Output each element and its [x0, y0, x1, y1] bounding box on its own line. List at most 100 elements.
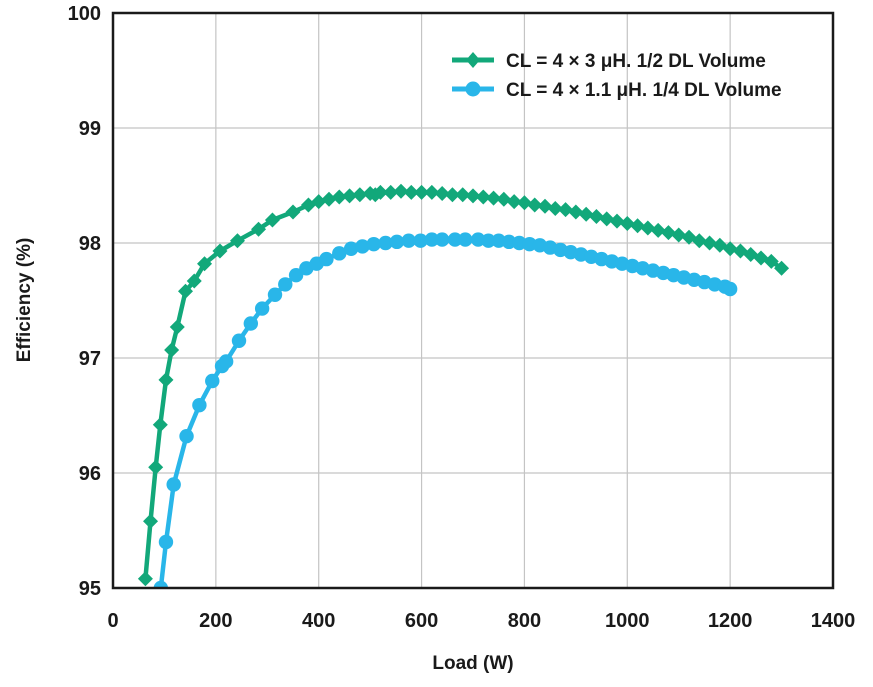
- data-point: [424, 232, 440, 247]
- x-tick-label: 400: [302, 610, 335, 632]
- legend: CL = 4 × 3 μH. 1/2 DL Volume CL = 4 × 1.…: [452, 51, 782, 101]
- data-point: [148, 459, 164, 475]
- data-point: [197, 256, 213, 272]
- data-point: [278, 277, 293, 292]
- data-point: [486, 190, 502, 206]
- data-point: [153, 580, 169, 588]
- data-point: [506, 194, 522, 210]
- data-point: [319, 251, 334, 267]
- y-tick-label: 95: [79, 578, 101, 600]
- y-tick-label: 97: [79, 348, 101, 370]
- data-point: [393, 183, 409, 199]
- data-point: [311, 194, 327, 210]
- data-point: [722, 281, 738, 297]
- data-point: [212, 243, 228, 259]
- data-point: [218, 354, 234, 369]
- legend-entry-series-2: CL = 4 × 1.1 μH. 1/4 DL Volume: [452, 80, 782, 101]
- data-point: [447, 232, 463, 247]
- data-point: [424, 184, 440, 200]
- data-point: [444, 187, 460, 203]
- data-point: [537, 198, 553, 214]
- data-point: [527, 197, 543, 213]
- data-point: [186, 273, 202, 289]
- data-point: [401, 233, 416, 248]
- series-line-2: [158, 237, 733, 588]
- data-point: [568, 204, 584, 220]
- data-point: [267, 287, 283, 302]
- data-point: [481, 233, 496, 248]
- data-point: [403, 184, 419, 200]
- data-point: [342, 188, 358, 204]
- data-point: [158, 534, 174, 550]
- x-tick-label: 200: [199, 610, 232, 632]
- data-point: [434, 232, 450, 247]
- plot-area-frame: [111, 11, 835, 590]
- data-point: [455, 187, 471, 203]
- data-point: [465, 188, 481, 204]
- series-2: [153, 232, 738, 588]
- data-point: [475, 189, 491, 205]
- x-tick-label: 1000: [605, 610, 650, 632]
- data-point: [285, 204, 301, 220]
- data-point: [650, 222, 666, 238]
- y-tick-label: 96: [79, 463, 101, 485]
- data-point: [722, 241, 738, 257]
- data-point: [547, 201, 563, 216]
- legend-label-2: CL = 4 × 1.1 μH. 1/4 DL Volume: [506, 80, 782, 101]
- data-point: [366, 236, 381, 252]
- data-point: [383, 184, 399, 200]
- data-point: [763, 253, 779, 269]
- data-point: [332, 246, 347, 261]
- x-tick-label: 1400: [811, 610, 856, 632]
- data-point: [179, 429, 194, 444]
- legend-entry-series-1: CL = 4 × 3 μH. 1/2 DL Volume: [452, 51, 766, 72]
- data-point: [229, 233, 245, 249]
- x-axis-title: Load (W): [432, 653, 513, 674]
- data-point: [640, 220, 656, 236]
- data-point: [243, 316, 259, 331]
- legend-label-1: CL = 4 × 3 μH. 1/2 DL Volume: [506, 51, 766, 72]
- data-point: [355, 239, 370, 254]
- data-point: [169, 319, 185, 335]
- data-point: [458, 232, 473, 247]
- y-axis-ticks: 95 96 97 98 99 100: [68, 3, 101, 600]
- data-point: [588, 209, 604, 225]
- data-point: [599, 211, 615, 227]
- series-1: [137, 183, 790, 587]
- data-point: [343, 241, 359, 256]
- data-point: [321, 191, 337, 207]
- data-point: [691, 233, 707, 249]
- x-tick-label: 800: [508, 610, 541, 632]
- data-point: [516, 195, 532, 211]
- data-point: [254, 301, 270, 316]
- data-point: [251, 221, 267, 237]
- data-point: [389, 234, 405, 250]
- data-point: [205, 373, 220, 389]
- data-point: [558, 202, 574, 218]
- data-point: [414, 184, 430, 200]
- x-axis-ticks: 0 200 400 600 800 1000 1200 1400: [107, 610, 855, 632]
- data-point: [413, 233, 428, 248]
- data-point: [619, 215, 635, 231]
- data-point: [152, 417, 168, 433]
- data-point: [331, 189, 347, 205]
- data-point: [378, 235, 393, 251]
- data-point: [288, 268, 304, 283]
- data-point: [164, 342, 180, 358]
- legend-swatch-marker-2: [465, 81, 481, 97]
- y-tick-label: 98: [79, 233, 101, 255]
- data-point: [630, 218, 646, 234]
- data-point: [178, 283, 194, 299]
- data-point: [143, 513, 159, 529]
- data-point: [158, 372, 174, 388]
- data-point: [496, 191, 512, 207]
- data-point: [578, 206, 594, 222]
- data-point: [702, 235, 718, 251]
- y-tick-label: 99: [79, 118, 101, 140]
- series-layer: [137, 183, 790, 588]
- data-point: [609, 213, 625, 229]
- data-point: [192, 397, 207, 413]
- y-tick-label: 100: [68, 3, 101, 25]
